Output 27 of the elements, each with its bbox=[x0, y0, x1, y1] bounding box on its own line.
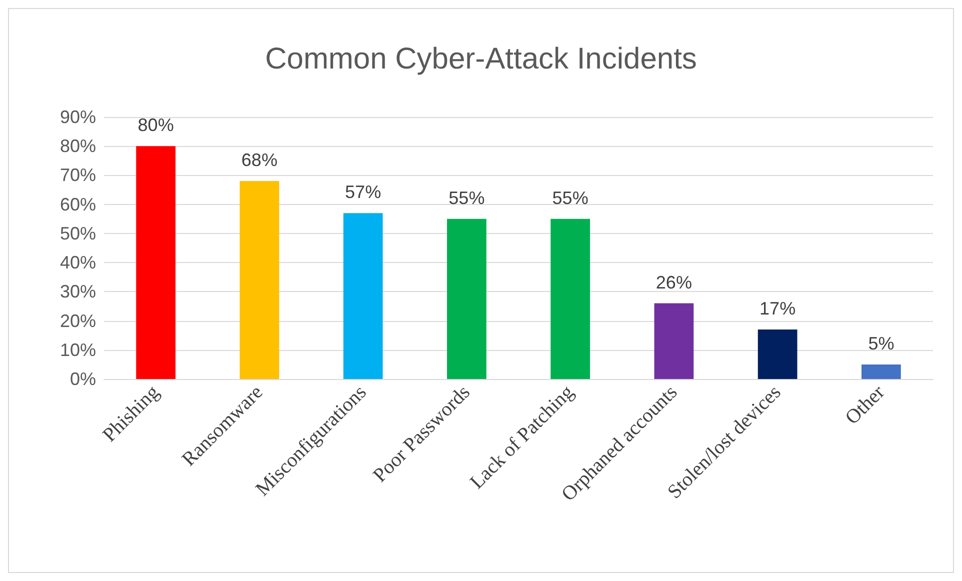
bar bbox=[758, 330, 798, 379]
y-tick-label: 40% bbox=[60, 252, 96, 273]
chart-title: Common Cyber-Attack Incidents bbox=[265, 42, 697, 76]
bar bbox=[343, 213, 383, 379]
data-label: 80% bbox=[138, 115, 174, 136]
bar bbox=[550, 218, 590, 379]
y-tick-label: 70% bbox=[60, 165, 96, 186]
y-tick-label: 20% bbox=[60, 310, 96, 331]
bar bbox=[862, 364, 901, 379]
y-tick-label: 10% bbox=[60, 340, 96, 360]
bar bbox=[447, 218, 486, 379]
bar bbox=[240, 181, 280, 379]
y-tick-label: 80% bbox=[60, 136, 96, 156]
data-label: 17% bbox=[760, 298, 796, 319]
y-tick-label: 60% bbox=[60, 194, 96, 214]
data-label: 68% bbox=[241, 150, 278, 170]
y-tick-label: 50% bbox=[60, 223, 96, 244]
bar bbox=[654, 303, 694, 379]
y-tick-label: 0% bbox=[70, 369, 96, 389]
y-tick-label: 30% bbox=[60, 282, 96, 302]
data-label: 55% bbox=[552, 188, 588, 208]
data-label: 57% bbox=[345, 182, 382, 202]
bar bbox=[136, 146, 176, 379]
data-label: 55% bbox=[448, 188, 485, 208]
data-label: 5% bbox=[868, 333, 894, 354]
y-tick-label: 90% bbox=[60, 107, 96, 127]
data-label: 26% bbox=[656, 272, 692, 292]
